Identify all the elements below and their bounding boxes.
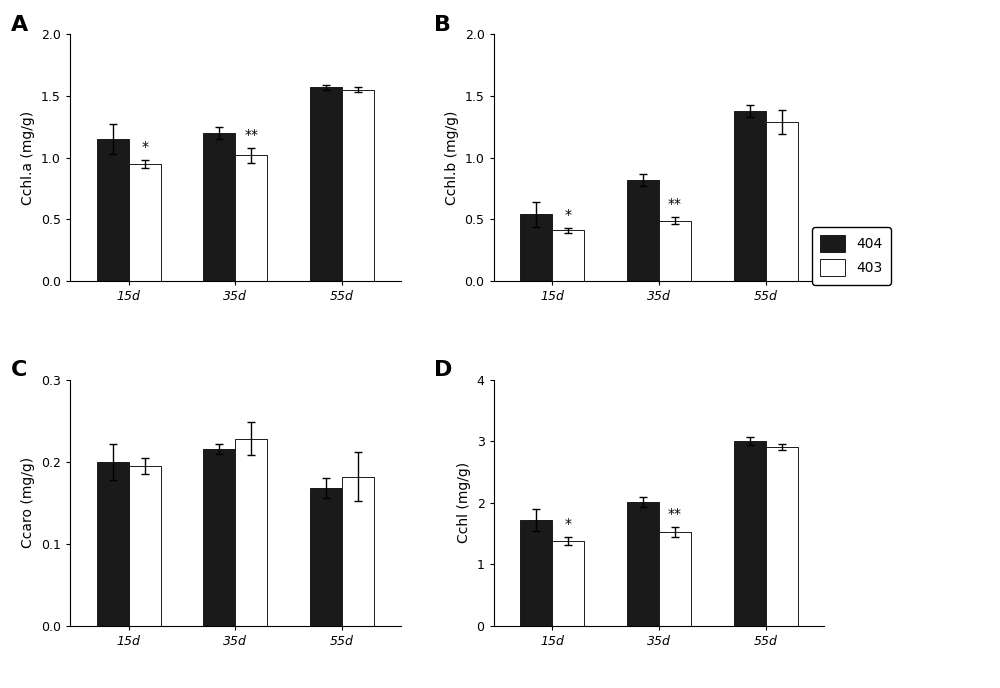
Text: *: * <box>565 208 572 222</box>
Text: C: C <box>10 360 27 380</box>
Bar <box>552 541 584 626</box>
Bar <box>766 447 798 626</box>
Text: B: B <box>434 14 451 34</box>
Bar <box>203 133 235 281</box>
Bar <box>310 87 342 281</box>
Y-axis label: Ccaro (mg/g): Ccaro (mg/g) <box>21 458 35 548</box>
Text: **: ** <box>244 128 258 142</box>
Bar <box>235 439 267 626</box>
Text: D: D <box>434 360 452 380</box>
Text: *: * <box>141 140 148 154</box>
Bar <box>627 502 659 626</box>
Bar <box>627 180 659 281</box>
Bar <box>659 221 691 281</box>
Text: **: ** <box>668 197 682 211</box>
Bar <box>766 122 798 281</box>
Bar <box>734 111 766 281</box>
Bar <box>659 533 691 626</box>
Bar <box>342 477 374 626</box>
Bar <box>520 215 552 281</box>
Bar <box>97 139 129 281</box>
Y-axis label: Cchl.a (mg/g): Cchl.a (mg/g) <box>21 111 35 205</box>
Bar <box>129 164 161 281</box>
Bar <box>97 462 129 626</box>
Bar <box>552 230 584 281</box>
Bar <box>734 441 766 626</box>
Bar <box>520 520 552 626</box>
Bar <box>235 155 267 281</box>
Text: *: * <box>565 517 572 531</box>
Bar <box>203 449 235 626</box>
Bar <box>129 466 161 626</box>
Text: **: ** <box>668 507 682 522</box>
Legend: 404, 403: 404, 403 <box>812 227 891 285</box>
Bar <box>310 488 342 626</box>
Bar <box>342 90 374 281</box>
Y-axis label: Cchl.b (mg/g): Cchl.b (mg/g) <box>445 111 459 205</box>
Y-axis label: Cchl (mg/g): Cchl (mg/g) <box>457 462 471 544</box>
Text: A: A <box>10 14 28 34</box>
